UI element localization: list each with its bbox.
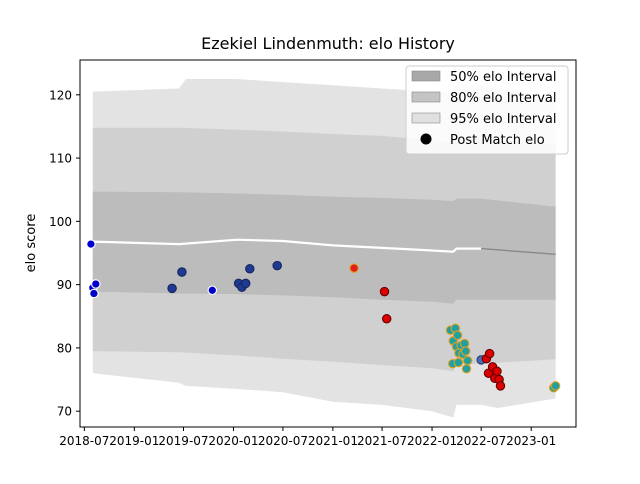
post-match-point-6 xyxy=(207,285,218,296)
post-match-point-14 xyxy=(381,314,392,324)
post-match-point-11 xyxy=(272,260,282,271)
post-match-point-2 xyxy=(89,288,99,299)
x-tick-label-5: 2021-01 xyxy=(308,434,358,448)
legend-swatch-0 xyxy=(411,70,441,82)
post-match-point-4 xyxy=(167,283,177,294)
legend-box xyxy=(405,65,569,155)
post-match-point-35 xyxy=(492,366,502,377)
post-match-point-23 xyxy=(459,338,470,349)
x-tick-label-2: 2019-07 xyxy=(158,434,208,448)
legend-swatch-1 xyxy=(411,91,441,103)
post-match-point-3 xyxy=(91,279,101,289)
post-match-point-24 xyxy=(460,346,471,356)
x-tick-label-8: 2022-07 xyxy=(456,434,506,448)
x-tick-label-3: 2020-01 xyxy=(208,434,258,448)
legend-label-0: 50% elo Interval xyxy=(450,70,557,85)
mean-elo-line-tail xyxy=(481,247,556,255)
x-tick-label-0: 2018-07 xyxy=(59,434,109,448)
y-axis-label: elo score xyxy=(24,214,39,273)
post-match-point-10 xyxy=(245,264,255,274)
axes-frame xyxy=(79,59,577,428)
post-match-point-13 xyxy=(379,286,390,297)
x-tick-label-6: 2021-07 xyxy=(357,434,407,448)
post-match-point-39 xyxy=(550,381,561,391)
post-match-point-28 xyxy=(453,357,464,368)
legend: 50% elo Interval 80% elo Interval 95% elo … xyxy=(405,65,569,155)
post-match-point-37 xyxy=(495,381,506,391)
post-match-point-26 xyxy=(462,355,473,366)
post-match-point-9 xyxy=(240,278,251,289)
y-tick-label-2: 90 xyxy=(57,278,72,292)
plot-area: 2018-07 2019-01 2019-07 2020-01 2020-07 2021-… xyxy=(49,59,577,448)
legend-label-1: 80% elo Interval xyxy=(450,91,557,106)
post-match-point-19 xyxy=(452,330,463,341)
post-match-point-31 xyxy=(484,348,495,359)
x-tick-label-9: 2023-01 xyxy=(506,434,556,448)
y-tick-label-5: 120 xyxy=(49,88,72,102)
x-tick-label-4: 2020-07 xyxy=(258,434,308,448)
x-tick-label-1: 2019-01 xyxy=(109,434,159,448)
legend-label-2: 95% elo Interval xyxy=(450,112,557,127)
post-match-point-25 xyxy=(461,364,472,374)
mean-elo-line xyxy=(92,238,482,253)
y-tick-label-3: 100 xyxy=(49,215,72,229)
y-tick-label-1: 80 xyxy=(57,341,72,355)
y-tick-label-0: 70 xyxy=(57,405,72,419)
legend-marker-3 xyxy=(420,133,432,145)
band-2 xyxy=(92,191,556,304)
post-match-point-12 xyxy=(349,263,359,273)
x-tick-label-7: 2022-01 xyxy=(407,434,457,448)
chart-title: Ezekiel Lindenmuth: elo History xyxy=(201,34,455,53)
legend-label-3: Post Match elo xyxy=(450,133,545,148)
post-match-point-5 xyxy=(177,267,187,277)
y-tick-label-4: 110 xyxy=(49,152,72,166)
legend-swatch-2 xyxy=(411,112,441,124)
post-match-point-0 xyxy=(86,239,96,249)
